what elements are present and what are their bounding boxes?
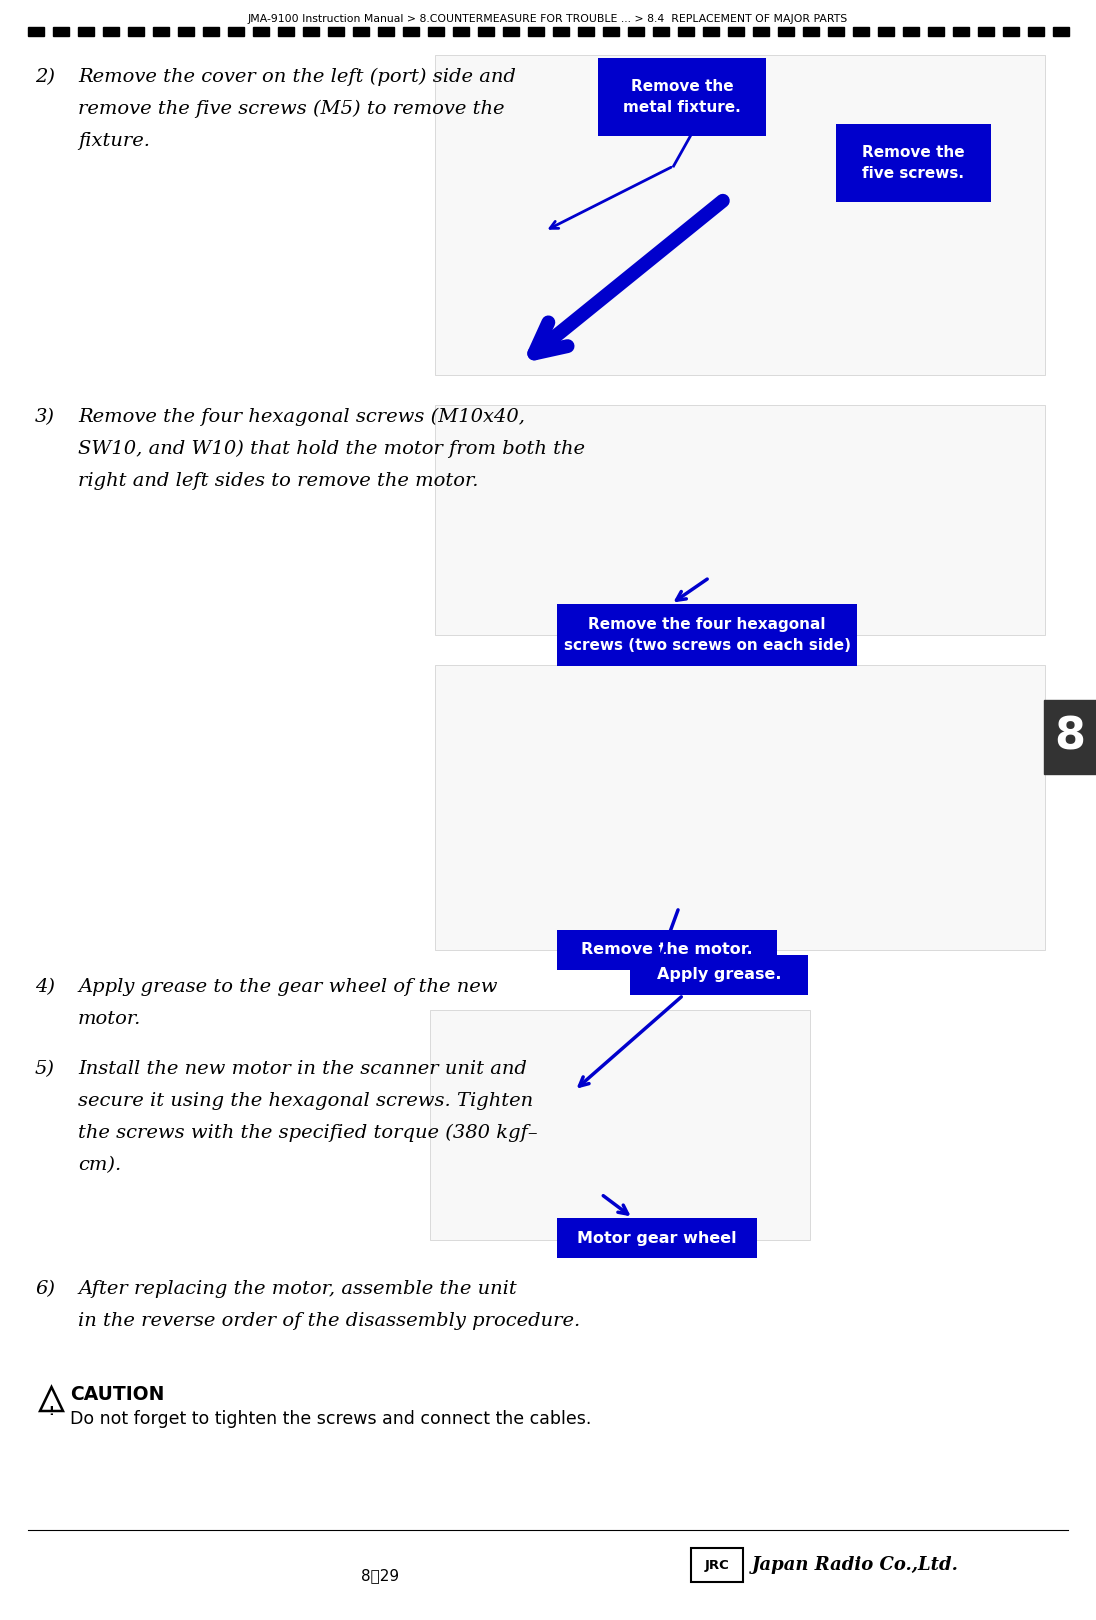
Text: in the reverse order of the disassembly procedure.: in the reverse order of the disassembly …: [78, 1312, 580, 1330]
Bar: [653, 28, 669, 36]
Bar: [553, 28, 569, 36]
Text: 6): 6): [35, 1280, 55, 1298]
Bar: [478, 28, 494, 36]
Text: 3): 3): [35, 408, 55, 426]
Bar: [954, 28, 969, 36]
Text: !: !: [48, 1405, 55, 1418]
Bar: [203, 28, 219, 36]
Bar: [429, 28, 444, 36]
Bar: [928, 28, 944, 36]
Text: JRC: JRC: [705, 1558, 729, 1571]
Text: 5): 5): [35, 1059, 55, 1077]
Bar: [528, 28, 544, 36]
Text: 2): 2): [35, 68, 55, 86]
Text: Remove the
metal fixture.: Remove the metal fixture.: [624, 79, 741, 115]
Bar: [178, 28, 194, 36]
Bar: [578, 28, 594, 36]
Bar: [435, 55, 1044, 374]
Bar: [853, 28, 869, 36]
Bar: [103, 28, 119, 36]
FancyBboxPatch shape: [690, 1549, 743, 1583]
Text: remove the five screws (M5) to remove the: remove the five screws (M5) to remove th…: [78, 100, 504, 118]
Bar: [28, 28, 44, 36]
Bar: [753, 28, 769, 36]
Bar: [630, 956, 808, 995]
Bar: [827, 28, 844, 36]
Bar: [253, 28, 269, 36]
Text: Japan Radio Co.,Ltd.: Japan Radio Co.,Ltd.: [752, 1555, 959, 1575]
Text: Remove the
five screws.: Remove the five screws.: [863, 146, 964, 181]
Bar: [778, 28, 794, 36]
Text: motor.: motor.: [78, 1009, 141, 1029]
Bar: [435, 664, 1044, 949]
Bar: [53, 28, 69, 36]
Text: 8: 8: [1054, 716, 1085, 758]
Text: CAUTION: CAUTION: [70, 1385, 164, 1405]
Bar: [878, 28, 894, 36]
Bar: [703, 28, 719, 36]
Bar: [503, 28, 520, 36]
Bar: [128, 28, 144, 36]
Text: Remove the cover on the left (port) side and: Remove the cover on the left (port) side…: [78, 68, 516, 86]
Bar: [435, 405, 1044, 635]
Bar: [430, 1009, 810, 1239]
Bar: [557, 930, 777, 970]
Bar: [903, 28, 920, 36]
Bar: [978, 28, 994, 36]
Bar: [153, 28, 169, 36]
Text: Apply grease.: Apply grease.: [657, 967, 781, 982]
Text: right and left sides to remove the motor.: right and left sides to remove the motor…: [78, 471, 479, 489]
Bar: [603, 28, 619, 36]
Bar: [557, 1218, 757, 1259]
Bar: [1044, 700, 1096, 774]
Bar: [328, 28, 344, 36]
Text: secure it using the hexagonal screws. Tighten: secure it using the hexagonal screws. Ti…: [78, 1092, 533, 1110]
Bar: [78, 28, 94, 36]
Text: After replacing the motor, assemble the unit: After replacing the motor, assemble the …: [78, 1280, 516, 1298]
Text: SW10, and W10) that hold the motor from both the: SW10, and W10) that hold the motor from …: [78, 441, 585, 458]
Bar: [1028, 28, 1044, 36]
Text: Apply grease to the gear wheel of the new: Apply grease to the gear wheel of the ne…: [78, 978, 498, 996]
Bar: [453, 28, 469, 36]
Text: fixture.: fixture.: [78, 131, 150, 151]
Text: Do not forget to tighten the screws and connect the cables.: Do not forget to tighten the screws and …: [70, 1409, 592, 1427]
Bar: [628, 28, 644, 36]
Bar: [1053, 28, 1069, 36]
Text: Motor gear wheel: Motor gear wheel: [578, 1231, 737, 1246]
Bar: [803, 28, 819, 36]
Bar: [228, 28, 244, 36]
Text: 4): 4): [35, 978, 55, 996]
Text: 8－29: 8－29: [361, 1568, 399, 1583]
Text: Remove the motor.: Remove the motor.: [581, 943, 753, 957]
Text: Remove the four hexagonal
screws (two screws on each side): Remove the four hexagonal screws (two sc…: [563, 617, 850, 653]
Bar: [278, 28, 294, 36]
Bar: [836, 125, 991, 202]
Bar: [728, 28, 744, 36]
Bar: [403, 28, 419, 36]
Bar: [378, 28, 393, 36]
Bar: [678, 28, 694, 36]
Bar: [1003, 28, 1019, 36]
Text: Remove the four hexagonal screws (M10x40,: Remove the four hexagonal screws (M10x40…: [78, 408, 525, 426]
Bar: [598, 58, 766, 136]
Bar: [302, 28, 319, 36]
Bar: [353, 28, 369, 36]
Text: Install the new motor in the scanner unit and: Install the new motor in the scanner uni…: [78, 1059, 527, 1077]
Text: JMA-9100 Instruction Manual > 8.COUNTERMEASURE FOR TROUBLE ... > 8.4  REPLACEMEN: JMA-9100 Instruction Manual > 8.COUNTERM…: [248, 15, 848, 24]
Bar: [557, 604, 857, 666]
Text: cm).: cm).: [78, 1157, 122, 1174]
Text: the screws with the specified torque (380 kgf–: the screws with the specified torque (38…: [78, 1124, 538, 1142]
